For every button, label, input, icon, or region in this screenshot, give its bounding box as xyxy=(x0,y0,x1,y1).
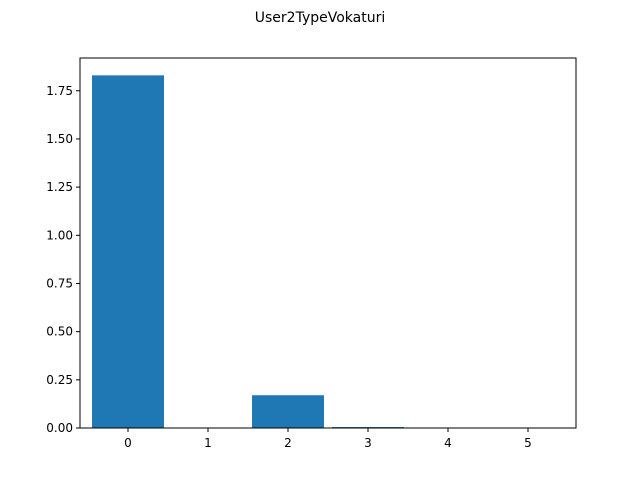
y-tick-label: 0.50 xyxy=(46,325,73,339)
y-tick-label: 0.00 xyxy=(46,421,73,435)
x-tick-label: 3 xyxy=(364,436,372,450)
y-tick-label: 1.25 xyxy=(46,180,73,194)
y-tick-label: 1.50 xyxy=(46,132,73,146)
x-tick-label: 0 xyxy=(124,436,132,450)
plot-frame xyxy=(79,57,577,429)
bar-2 xyxy=(252,395,324,428)
x-tick-label: 5 xyxy=(524,436,532,450)
bar-0 xyxy=(92,75,164,428)
y-axis: 0.00 0.25 0.50 0.75 1.00 1.25 1.50 1.75 xyxy=(46,84,80,435)
x-axis: 0 1 2 3 4 5 xyxy=(124,428,532,450)
y-tick-label: 1.00 xyxy=(46,228,73,242)
y-tick-label: 0.75 xyxy=(46,276,73,290)
chart-title: User2TypeVokaturi xyxy=(255,10,385,26)
x-tick-label: 1 xyxy=(204,436,212,450)
y-tick-label: 0.25 xyxy=(46,373,73,387)
x-tick-label: 2 xyxy=(284,436,292,450)
bars-group xyxy=(92,75,404,428)
y-tick-label: 1.75 xyxy=(46,84,73,98)
x-tick-label: 4 xyxy=(444,436,452,450)
